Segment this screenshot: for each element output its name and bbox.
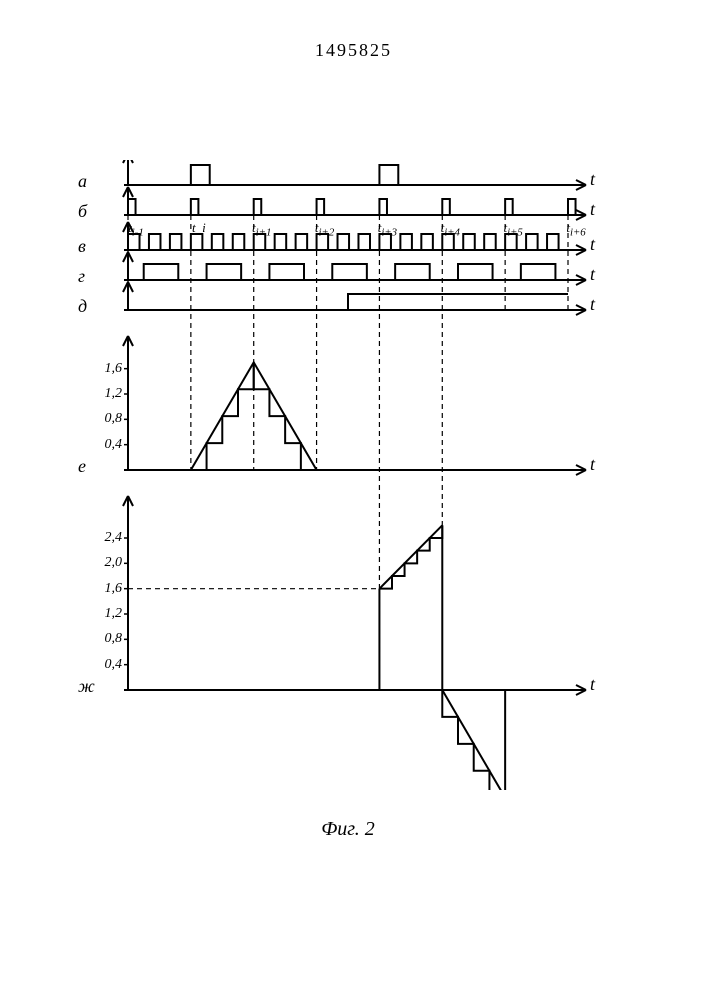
axis-label-t: t: [590, 294, 595, 315]
ytick-e: 0,4: [92, 437, 122, 453]
axis-label-t: t: [590, 674, 595, 695]
ytick-zh: 2,0: [92, 555, 122, 571]
figure-caption: Фиг. 2: [321, 818, 375, 841]
tick-label: ti+6: [566, 220, 585, 239]
ytick-e: 1,6: [92, 361, 122, 377]
row-label: а: [78, 171, 87, 192]
tick-label: ti+3: [378, 220, 397, 239]
ytick-zh: 1,2: [92, 606, 122, 622]
tick-label: t_i: [192, 220, 206, 236]
page-number: 1495825: [315, 40, 392, 61]
ytick-zh: 0,8: [92, 631, 122, 647]
row-label: д: [78, 296, 87, 317]
axis-label-t: t: [590, 199, 595, 220]
row-label: ж: [78, 676, 95, 697]
ytick-zh: 1,6: [92, 581, 122, 597]
axis-label-t: t: [590, 169, 595, 190]
ytick-e: 0,8: [92, 411, 122, 427]
row-label: г: [78, 266, 85, 287]
row-label: е: [78, 456, 86, 477]
ytick-e: 1,2: [92, 386, 122, 402]
tick-label: ti+1: [252, 220, 271, 239]
row-label: в: [78, 236, 86, 257]
tick-label: ti-1: [128, 220, 144, 239]
tick-label: ti+2: [315, 220, 334, 239]
ytick-zh: 2,4: [92, 530, 122, 546]
timing-diagram: аtбtti-1t_iti+1ti+2ti+3ti+4ti+5ti+6вtгtд…: [98, 160, 598, 790]
diagram-svg: [98, 160, 598, 790]
row-label: б: [78, 201, 87, 222]
axis-label-t: t: [590, 264, 595, 285]
tick-label: ti+5: [503, 220, 522, 239]
ytick-zh: 0,4: [92, 657, 122, 673]
tick-label: ti+4: [441, 220, 460, 239]
axis-label-t: t: [590, 234, 595, 255]
axis-label-t: t: [590, 454, 595, 475]
